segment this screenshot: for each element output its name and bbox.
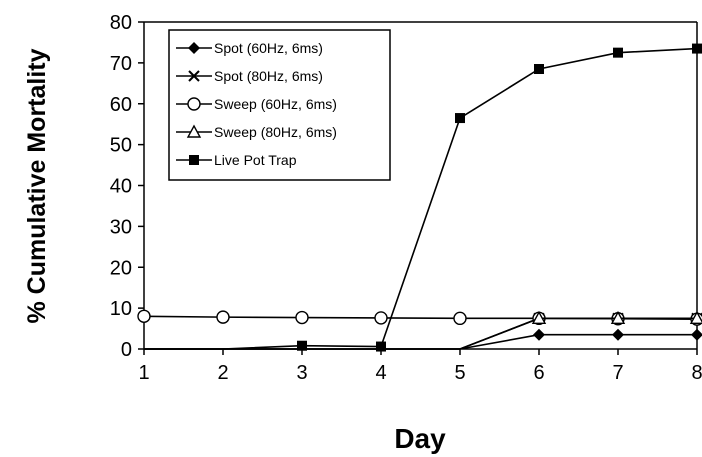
legend-item: Live Pot Trap — [176, 152, 297, 168]
legend-label: Live Pot Trap — [214, 152, 297, 168]
series-line — [144, 47, 698, 350]
data-point — [453, 311, 467, 326]
y-tick-label: 60 — [110, 94, 132, 116]
x-tick-label: 4 — [375, 362, 386, 384]
y-tick-label: 0 — [121, 339, 132, 361]
legend-item: Spot (60Hz, 6ms) — [176, 40, 323, 56]
data-point — [610, 310, 626, 325]
data-point — [533, 328, 545, 341]
y-tick-label: 10 — [110, 298, 132, 320]
series-0 — [144, 328, 702, 350]
data-point — [689, 310, 702, 325]
x-tick-label: 6 — [533, 362, 544, 384]
data-point — [692, 43, 702, 54]
y-tick-label: 40 — [110, 176, 132, 198]
legend-item: Spot (80Hz, 6ms) — [176, 68, 323, 84]
data-point — [297, 340, 307, 351]
data-point — [137, 309, 151, 323]
data-point — [612, 328, 624, 341]
legend-label: Sweep (80Hz, 6ms) — [214, 124, 337, 140]
legend-label: Spot (60Hz, 6ms) — [214, 40, 323, 56]
x-tick-label: 1 — [138, 362, 149, 384]
legend-marker — [188, 70, 200, 82]
data-point — [613, 47, 623, 58]
legend-label: Spot (80Hz, 6ms) — [214, 68, 323, 84]
y-tick-label: 70 — [110, 53, 132, 75]
legend-item: Sweep (60Hz, 6ms) — [176, 96, 337, 112]
y-tick-label: 20 — [110, 257, 132, 279]
series-4 — [144, 43, 702, 352]
legend-item: Sweep (80Hz, 6ms) — [176, 124, 337, 140]
data-point — [534, 64, 544, 75]
legend-marker-stroke-b — [188, 70, 200, 82]
data-point — [531, 310, 547, 325]
data-point — [376, 341, 386, 352]
legend-marker — [186, 124, 202, 138]
data-point — [455, 113, 465, 124]
y-tick-label: 80 — [110, 12, 132, 34]
x-tick-label: 3 — [296, 362, 307, 384]
data-point — [691, 328, 702, 341]
data-point — [374, 311, 388, 325]
x-tick-label: 7 — [612, 362, 623, 384]
x-axis-title: Day — [394, 423, 446, 454]
legend-marker — [188, 42, 200, 54]
data-point — [295, 310, 309, 325]
legend: Spot (60Hz, 6ms) Spot (80Hz, 6ms) Sweep (6… — [168, 29, 391, 181]
x-tick-label: 8 — [691, 362, 702, 384]
legend-box — [168, 29, 391, 181]
series-line — [144, 333, 697, 350]
legend-marker — [189, 155, 199, 165]
y-tick-label: 30 — [110, 216, 132, 238]
data-point — [216, 310, 230, 324]
y-axis-title: % Cumulative Mortality — [23, 48, 51, 323]
legend-label: Sweep (60Hz, 6ms) — [214, 96, 337, 112]
legend-marker — [187, 97, 201, 111]
x-tick-label: 2 — [217, 362, 228, 384]
y-tick-label: 50 — [110, 135, 132, 157]
x-tick-label: 5 — [454, 362, 465, 384]
